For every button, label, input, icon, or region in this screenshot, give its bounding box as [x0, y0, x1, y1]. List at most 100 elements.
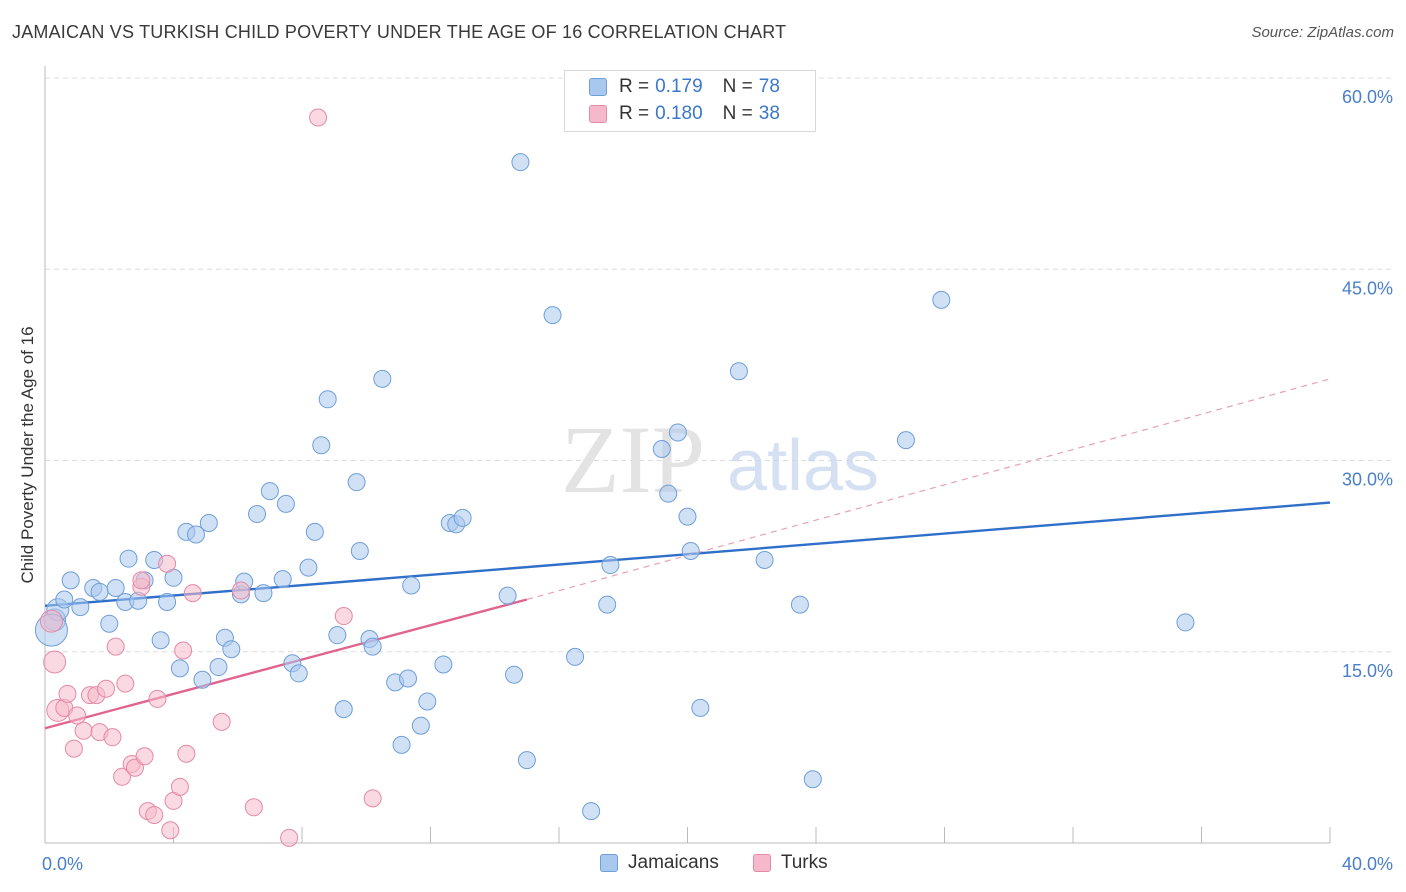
- point-turks: [125, 758, 144, 777]
- point-jamaicans: [170, 659, 189, 678]
- point-jamaicans: [119, 549, 138, 568]
- watermark: ZIP atlas: [561, 406, 879, 513]
- legend-n-label: N =: [722, 103, 753, 124]
- point-jamaicans: [254, 584, 273, 603]
- point-jamaicans: [334, 700, 353, 719]
- point-turks: [309, 108, 328, 127]
- point-jamaicans: [328, 626, 347, 645]
- point-jamaicans: [411, 716, 430, 735]
- tick-labels: 15.0% 30.0% 45.0% 60.0% 0.0% 40.0%: [42, 87, 1393, 874]
- point-turks: [64, 739, 83, 758]
- point-jamaicans: [193, 670, 212, 689]
- point-turks: [334, 607, 353, 626]
- point-jamaicans: [305, 522, 324, 541]
- point-jamaicans: [61, 571, 80, 590]
- point-turks: [103, 728, 122, 747]
- watermark-atlas: atlas: [727, 426, 879, 506]
- point-turks: [116, 674, 135, 693]
- legend-item-turks[interactable]: Turks: [752, 852, 828, 874]
- x-tick-label: 40.0%: [1342, 854, 1393, 874]
- point-jamaicans: [71, 598, 90, 617]
- point-jamaicans: [691, 698, 710, 717]
- point-jamaicans: [681, 542, 700, 561]
- point-jamaicans: [350, 542, 369, 561]
- chart-source: Source: ZipAtlas.com: [1251, 24, 1394, 41]
- point-jamaicans: [199, 513, 218, 532]
- point-jamaicans: [392, 735, 411, 754]
- point-jamaicans: [790, 595, 809, 614]
- y-tick-label: 60.0%: [1342, 87, 1393, 107]
- point-turks: [212, 712, 231, 731]
- legend-n-value: 38: [758, 103, 780, 124]
- point-jamaicans: [222, 640, 241, 659]
- correlation-legend: R = 0.179 N = 78 R = 0.180 N = 38: [564, 70, 816, 132]
- point-jamaicans: [273, 570, 292, 589]
- legend-r-value: 0.179: [655, 76, 703, 97]
- legend-swatch-turks: [752, 854, 771, 872]
- point-jamaicans: [158, 593, 177, 612]
- point-jamaicans: [932, 290, 951, 309]
- point-jamaicans: [347, 473, 366, 492]
- point-turks: [244, 798, 263, 817]
- point-turks: [113, 767, 132, 786]
- legend-label-turks: Turks: [780, 852, 828, 873]
- point-jamaicans: [511, 153, 530, 172]
- point-jamaicans: [517, 751, 536, 770]
- point-jamaicans: [543, 306, 562, 325]
- point-turks: [106, 637, 125, 656]
- point-jamaicans: [678, 507, 697, 526]
- point-jamaicans: [668, 423, 687, 442]
- point-jamaicans: [248, 505, 267, 524]
- point-turks: [97, 679, 116, 698]
- chart-title: JAMAICAN VS TURKISH CHILD POVERTY UNDER …: [12, 22, 787, 42]
- point-turks: [280, 828, 299, 847]
- point-jamaicans: [55, 590, 74, 609]
- point-turks: [183, 584, 202, 603]
- point-jamaicans: [418, 692, 437, 711]
- point-turks: [74, 721, 93, 740]
- point-jamaicans: [363, 637, 382, 656]
- point-jamaicans: [498, 586, 517, 605]
- point-turks: [170, 777, 189, 796]
- point-jamaicans: [399, 669, 418, 688]
- legend-item-jamaicans[interactable]: Jamaicans: [600, 852, 719, 874]
- point-turks: [158, 554, 177, 573]
- point-jamaicans: [566, 647, 585, 666]
- point-jamaicans: [299, 558, 318, 577]
- legend-swatch-jamaicans: [600, 854, 618, 872]
- point-jamaicans: [312, 436, 331, 455]
- series-legend: Jamaicans Turks: [600, 852, 862, 874]
- data-points: [34, 108, 1195, 847]
- point-turks: [132, 571, 151, 590]
- point-jamaicans: [151, 631, 170, 650]
- legend-r-value: 0.180: [655, 103, 703, 124]
- legend-r-label: R =: [619, 103, 650, 124]
- legend-label-jamaicans: Jamaicans: [628, 852, 719, 873]
- point-turks: [148, 689, 167, 708]
- point-jamaicans: [186, 525, 205, 544]
- point-jamaicans: [373, 369, 392, 388]
- gridlines: [45, 77, 1392, 653]
- point-jamaicans: [598, 595, 617, 614]
- point-turks: [231, 581, 250, 600]
- legend-n-label: N =: [722, 76, 753, 97]
- axes: [44, 66, 1331, 844]
- point-jamaicans: [260, 482, 279, 501]
- legend-swatch-jamaicans: [589, 78, 607, 96]
- point-jamaicans: [652, 440, 671, 459]
- point-turks: [145, 805, 164, 824]
- point-jamaicans: [209, 658, 228, 677]
- point-turks: [177, 744, 196, 763]
- point-jamaicans: [90, 582, 109, 601]
- legend-row-jamaicans: R = 0.179 N = 78: [589, 75, 780, 99]
- point-jamaicans: [276, 494, 295, 513]
- point-turks: [58, 684, 77, 703]
- x-tick-label: 0.0%: [42, 854, 83, 874]
- point-jamaicans: [582, 802, 601, 821]
- point-jamaicans: [434, 655, 453, 674]
- point-turks: [39, 609, 63, 633]
- y-tick-label: 30.0%: [1342, 470, 1393, 490]
- point-jamaicans: [896, 431, 915, 450]
- legend-row-turks: R = 0.180 N = 38: [589, 102, 780, 126]
